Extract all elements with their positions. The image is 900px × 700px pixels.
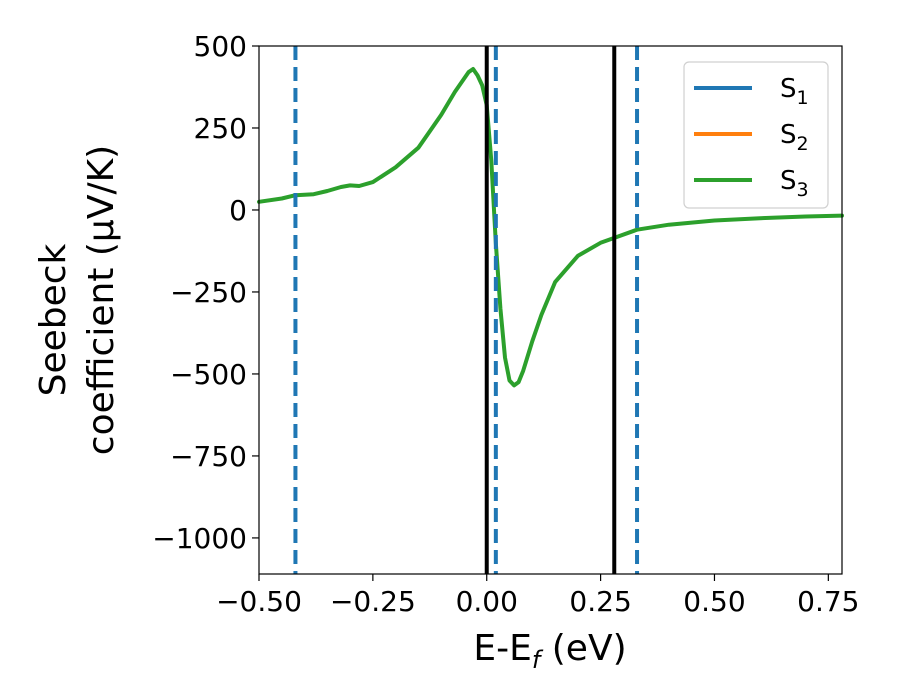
plot-frame — [258, 45, 843, 575]
legend-box — [683, 61, 829, 209]
axis-ticks: −0.50 −0.25 0.00 0.25 0.50 0.75 500 250 0 −250 −50… — [152, 30, 859, 618]
legend-label-s1-sub: 1 — [797, 87, 809, 109]
legend-label-s2: S2 — [780, 120, 809, 155]
x-tick-label: 0.00 — [456, 585, 518, 618]
x-tick-label: 0.25 — [569, 585, 631, 618]
legend-label-s1: S1 — [780, 74, 809, 109]
legend-label-s3: S3 — [780, 166, 809, 201]
x-axis-title-suffix: (eV) — [540, 628, 626, 669]
legend-label-s3-sub: 3 — [797, 179, 809, 201]
y-tick-label: 500 — [194, 30, 247, 63]
legend-label-s1-name: S — [780, 74, 797, 104]
y-axis-title-line2: coefficient (μV/K) — [81, 145, 122, 455]
x-tick-label: −0.25 — [330, 585, 416, 618]
x-axis-title: E-Ef (eV) — [473, 628, 626, 674]
legend: S1 S2 S3 — [683, 61, 829, 209]
x-tick-label: −0.50 — [216, 585, 302, 618]
y-tick-label: −750 — [170, 440, 247, 473]
y-tick-label: −1000 — [152, 522, 247, 555]
y-tick-label: 0 — [229, 194, 247, 227]
plot-area — [257, 46, 844, 574]
x-axis-title-main: E-E — [473, 628, 531, 669]
series-line-s3 — [257, 67, 844, 388]
x-tick-label: 0.75 — [797, 585, 859, 618]
x-tick-label: 0.50 — [683, 585, 745, 618]
y-tick-label: −500 — [170, 358, 247, 391]
legend-label-s2-name: S — [780, 120, 797, 150]
y-axis-title-line1: Seebeck — [33, 243, 74, 396]
legend-label-s3-name: S — [780, 166, 797, 196]
y-tick-label: 250 — [194, 112, 247, 145]
y-tick-label: −250 — [170, 276, 247, 309]
legend-label-s2-sub: 2 — [797, 133, 809, 155]
